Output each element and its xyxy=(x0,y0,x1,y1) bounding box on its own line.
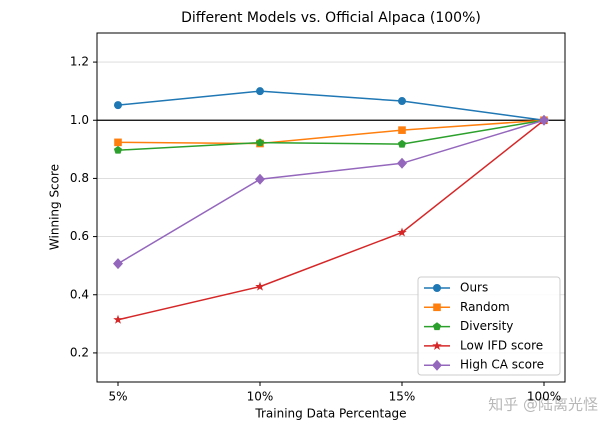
series-line xyxy=(117,90,545,121)
y-tick-label: 0.4 xyxy=(70,287,89,301)
legend-label: Diversity xyxy=(460,319,513,333)
legend-label: High CA score xyxy=(460,358,544,372)
x-tick-label: 10% xyxy=(247,390,274,404)
marker xyxy=(113,314,123,324)
y-tick-label: 1.0 xyxy=(70,113,89,127)
y-tick-label: 0.8 xyxy=(70,171,89,185)
legend: Ours Random Diversity Low IFD score High CA … xyxy=(417,276,561,376)
legend-box xyxy=(417,276,561,376)
marker xyxy=(114,138,122,147)
watermark: 知乎 @陆离光怪 xyxy=(488,396,598,414)
x-tick-label: 15% xyxy=(389,390,416,404)
marker xyxy=(432,359,442,371)
marker xyxy=(539,114,549,126)
marker xyxy=(398,97,406,106)
series-line xyxy=(117,119,545,321)
marker xyxy=(113,258,123,270)
y-tick-label: 1.2 xyxy=(70,55,89,69)
marker xyxy=(397,139,407,148)
y-tick-label: 0.6 xyxy=(70,229,89,243)
marker xyxy=(433,303,441,312)
marker xyxy=(255,173,265,185)
series-line xyxy=(117,119,545,145)
marker xyxy=(255,138,265,147)
marker xyxy=(255,281,265,291)
series-line xyxy=(117,119,545,151)
marker xyxy=(433,284,441,292)
legend-label: Low IFD score xyxy=(460,338,543,352)
marker xyxy=(397,157,407,169)
legend-label: Ours xyxy=(460,281,488,295)
legend-label: Random xyxy=(460,300,510,314)
marker xyxy=(113,145,123,154)
series-line xyxy=(117,119,545,265)
marker xyxy=(398,126,406,134)
chart-title: Different Models vs. Official Alpaca (10… xyxy=(181,10,481,26)
plot-frame xyxy=(96,32,566,383)
marker xyxy=(397,227,407,237)
x-tick-label: 5% xyxy=(108,390,127,404)
marker xyxy=(256,87,264,96)
marker xyxy=(432,322,442,331)
y-tick-label: 0.2 xyxy=(70,345,89,359)
marker xyxy=(114,101,122,110)
x-axis-label: Training Data Percentage xyxy=(254,407,406,421)
y-axis-label: Winning Score xyxy=(48,164,62,250)
marker xyxy=(432,340,442,350)
x-tick-label: 100% xyxy=(527,390,561,404)
